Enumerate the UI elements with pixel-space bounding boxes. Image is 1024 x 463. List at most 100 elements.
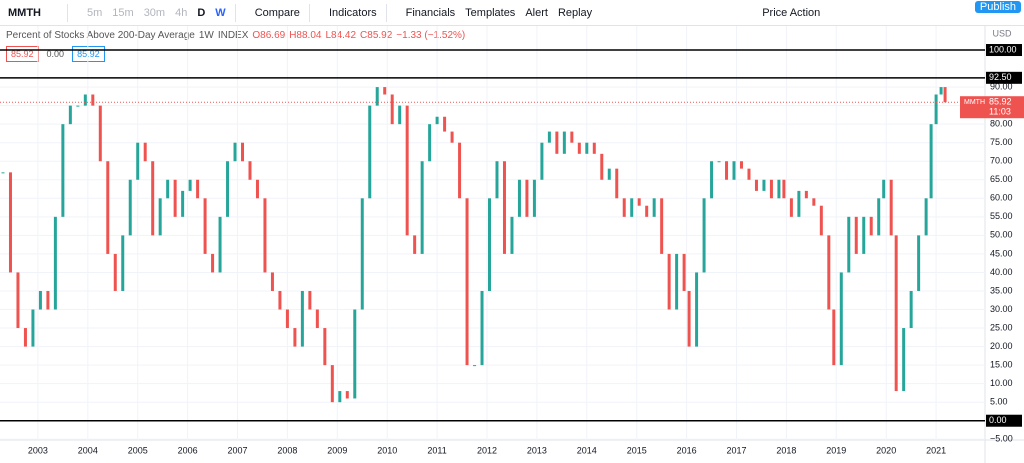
candle (877, 198, 881, 236)
candle (23, 328, 27, 347)
line-label-box (986, 414, 1022, 427)
candle (615, 168, 619, 199)
candle (330, 365, 334, 403)
candle (420, 161, 424, 254)
candle (473, 365, 477, 367)
x-tick-label: 2003 (28, 445, 48, 455)
candle (143, 142, 147, 162)
candle (375, 87, 379, 106)
candle (702, 198, 706, 273)
interval[interactable]: 15m (112, 6, 134, 19)
candle (525, 179, 529, 217)
candle (263, 198, 267, 273)
line-label: 92.50 (989, 72, 1012, 82)
candle (315, 309, 319, 329)
publish-button[interactable]: Publish (974, 1, 1021, 13)
candle (630, 198, 634, 217)
candle (789, 198, 793, 217)
price-tag-symbol: MMTH (964, 99, 985, 106)
y-tick-label: 20.00 (990, 341, 1013, 351)
x-tick-label: 2004 (78, 445, 98, 455)
candle (398, 105, 402, 125)
candle (532, 179, 536, 217)
candle (465, 198, 469, 366)
y-tick-label: 65.00 (990, 174, 1013, 184)
button[interactable]: Financials (405, 6, 456, 19)
ohlc: C85.92 (360, 30, 393, 41)
button[interactable]: Templates (465, 6, 516, 19)
candle (660, 198, 664, 254)
candle (450, 131, 454, 143)
candle (902, 328, 906, 392)
candle (717, 161, 721, 163)
button[interactable]: Replay (557, 6, 593, 19)
button[interactable]: Alert (525, 6, 548, 19)
candle (929, 124, 933, 199)
candle (285, 309, 289, 329)
candle (562, 131, 566, 154)
candle (777, 179, 781, 199)
candle (687, 290, 691, 347)
candle (917, 235, 921, 291)
legend-exchange: INDEX (217, 30, 249, 41)
candle (943, 87, 947, 103)
ohlc: −1.33 (−1.52%) (396, 30, 466, 41)
interval[interactable]: 30m (143, 6, 166, 19)
interval[interactable]: W (215, 6, 226, 19)
candle (360, 198, 364, 310)
candle (278, 290, 282, 310)
candle (203, 198, 207, 254)
candle (889, 179, 893, 236)
candle (804, 190, 808, 199)
candle (675, 253, 679, 310)
candle (323, 328, 327, 366)
button[interactable]: Indicators (328, 6, 377, 19)
x-tick-label: 2011 (427, 445, 446, 455)
separator (234, 3, 246, 22)
x-tick-label: 2013 (527, 445, 547, 455)
x-tick-label: 2009 (327, 445, 347, 455)
candle (645, 205, 649, 217)
y-tick-label: 75.00 (990, 137, 1013, 147)
candle (725, 161, 729, 180)
candle (458, 142, 462, 199)
x-tick-label: 2016 (677, 445, 697, 455)
candle (812, 198, 816, 206)
candle (353, 309, 357, 399)
interval[interactable]: 5m (87, 6, 103, 19)
x-tick-label: 2020 (876, 445, 896, 455)
candle (797, 190, 801, 217)
separator (385, 3, 397, 22)
candle (517, 179, 521, 217)
y-tick-label: 25.00 (990, 322, 1013, 332)
candle (747, 168, 751, 180)
interval[interactable]: 4h (175, 6, 188, 19)
button[interactable]: Compare (254, 6, 300, 19)
candle (622, 198, 626, 217)
symbol[interactable]: MMTH (8, 6, 41, 19)
candle (68, 105, 72, 125)
candle (637, 198, 641, 206)
x-tick-label: 2005 (128, 445, 148, 455)
x-tick-label: 2006 (178, 445, 198, 455)
price-tag-time: 11:03 (989, 107, 1011, 117)
candle (754, 179, 758, 191)
candle (827, 235, 831, 310)
candle (540, 142, 544, 180)
buy-box[interactable]: 85.92 (72, 46, 105, 62)
candle (762, 179, 766, 191)
candle (345, 391, 349, 399)
button[interactable]: Price Action (762, 6, 821, 19)
candle (113, 253, 117, 291)
x-tick-label: 2012 (477, 445, 497, 455)
y-tick-label: 55.00 (990, 211, 1013, 221)
candle (128, 179, 132, 236)
candle (16, 272, 20, 329)
interval[interactable]: D (197, 6, 206, 19)
candle (173, 179, 177, 217)
x-tick-label: 2014 (577, 445, 597, 455)
candle (83, 94, 87, 106)
ohlc: L84.42 (325, 30, 357, 41)
candle (782, 179, 786, 199)
